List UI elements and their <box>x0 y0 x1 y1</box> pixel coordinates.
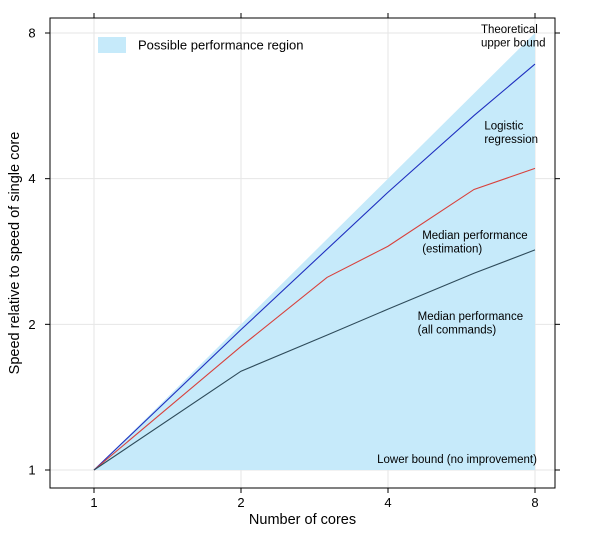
y-tick-label: 4 <box>28 171 35 186</box>
annotation-line: Logistic <box>484 121 523 133</box>
annotation: Median performance (estimation) <box>422 230 527 256</box>
annotation: Median performance (all commands) <box>418 311 523 337</box>
annotation-line: (all commands) <box>418 325 497 337</box>
legend-label: Possible performance region <box>138 38 303 53</box>
x-tick-label: 1 <box>90 495 97 510</box>
y-axis-title: Speed relative to speed of single core <box>7 132 23 375</box>
annotation: Lower bound (no improvement) <box>377 454 537 466</box>
annotation-line: upper bound <box>481 38 546 50</box>
annotation-line: (estimation) <box>422 244 482 256</box>
x-tick-label: 4 <box>384 495 391 510</box>
performance-region <box>94 33 535 470</box>
x-tick-label: 8 <box>531 495 538 510</box>
annotation-line: Lower bound (no improvement) <box>377 454 537 466</box>
plot-frame <box>49 17 556 489</box>
annotation-line: Median performance <box>422 230 527 242</box>
series-line-logistic-regression <box>93 63 536 471</box>
series-line-median-performance-estimation <box>93 167 536 471</box>
series-line-median-performance-all-commands <box>93 249 536 471</box>
y-tick-label: 8 <box>28 26 35 41</box>
x-tick-label: 2 <box>237 495 244 510</box>
legend: Possible performance region <box>98 37 303 53</box>
series-lines <box>93 63 536 471</box>
y-tick-label: 2 <box>28 317 35 332</box>
y-tick-label: 1 <box>28 463 35 478</box>
legend-swatch <box>98 37 126 53</box>
annotations: Theoretical upper bound Logistic regression… <box>377 24 545 466</box>
annotation: Theoretical upper bound <box>481 24 546 50</box>
annotation-line: Theoretical <box>481 24 538 36</box>
possible-performance-region <box>94 33 535 470</box>
annotation: Logistic regression <box>484 121 538 147</box>
annotation-line: Median performance <box>418 311 523 323</box>
annotation-line: regression <box>484 134 538 146</box>
x-axis-title: Number of cores <box>249 512 356 528</box>
